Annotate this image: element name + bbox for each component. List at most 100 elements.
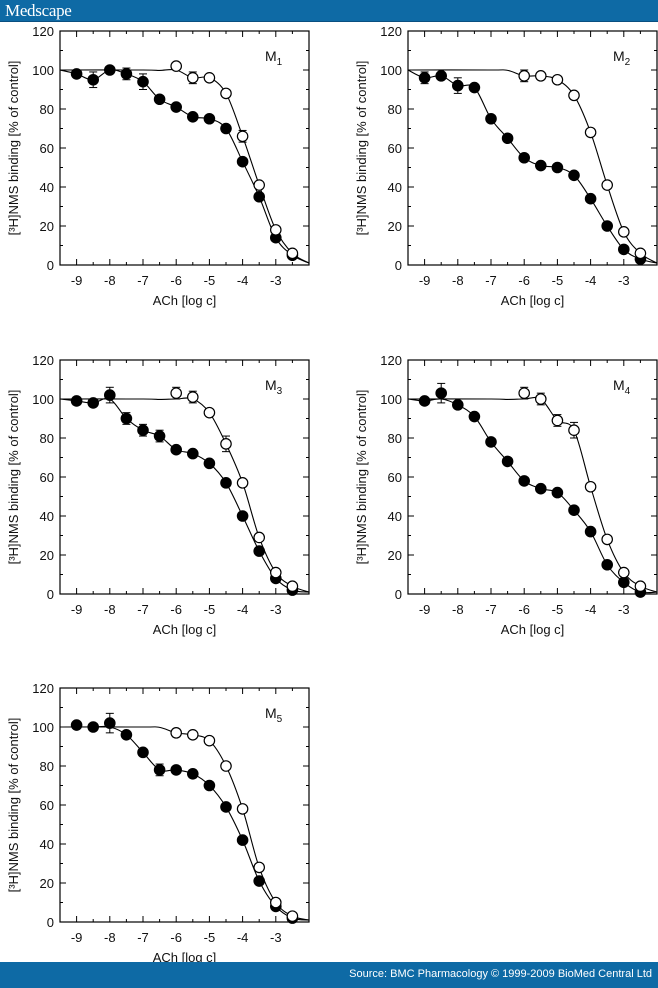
- data-point-open: [187, 391, 199, 403]
- fit-curve-filled: [408, 398, 657, 594]
- x-tick-label: -3: [270, 930, 282, 945]
- data-point-filled: [187, 111, 199, 123]
- fit-curve-filled: [60, 397, 309, 593]
- x-tick-label: -9: [419, 602, 431, 617]
- data-point-filled: [187, 767, 199, 780]
- data-point-filled: [87, 721, 99, 733]
- y-tick-label: 0: [395, 258, 402, 273]
- y-tick-label: 20: [388, 548, 402, 563]
- x-axis-label: ACh [log c]: [153, 950, 217, 965]
- data-point-open: [220, 87, 232, 100]
- data-point-open: [286, 580, 299, 592]
- data-point-filled: [153, 93, 166, 106]
- data-point-filled: [170, 101, 182, 113]
- data-point-open: [534, 393, 547, 405]
- medscape-logo: Medscape: [5, 1, 72, 20]
- x-tick-label: -6: [170, 930, 182, 945]
- data-point-filled: [617, 576, 630, 589]
- data-point-filled: [104, 64, 116, 76]
- x-tick-label: -9: [419, 273, 431, 288]
- fit-curve-filled: [408, 69, 657, 264]
- data-point-filled: [451, 79, 464, 92]
- data-point-filled: [187, 447, 199, 460]
- data-point-open: [187, 72, 199, 84]
- y-tick-label: 100: [32, 720, 54, 735]
- subtype-letter: M: [265, 705, 277, 721]
- data-point-filled: [253, 190, 266, 203]
- y-axis-label: [³H]NMS binding [% of control]: [6, 61, 21, 236]
- data-point-filled: [617, 243, 630, 256]
- subtype-subscript: 1: [277, 57, 283, 68]
- panel-M5: -9 -8 -7 -6 -5 -4 -3 0 20 40 60 80 100 120 ACh [log c]…: [6, 681, 310, 965]
- data-point-filled: [236, 155, 249, 168]
- footer-bar: Source: BMC Pharmacology © 1999-2009 Bio…: [0, 962, 658, 988]
- x-tick-label: -4: [585, 273, 597, 288]
- data-point-filled: [137, 75, 149, 88]
- data-point-open: [286, 910, 299, 922]
- data-point-filled: [70, 68, 83, 80]
- data-point-filled: [220, 801, 232, 813]
- x-tick-label: -3: [618, 273, 630, 288]
- x-tick-label: -4: [237, 602, 249, 617]
- data-point-filled: [87, 73, 99, 86]
- data-point-filled: [468, 81, 481, 94]
- x-tick-label: -5: [552, 602, 564, 617]
- data-point-filled: [584, 192, 597, 205]
- x-tick-label: -7: [137, 930, 149, 945]
- y-tick-label: 100: [32, 392, 54, 407]
- data-point-open: [634, 580, 647, 592]
- data-point-filled: [534, 159, 547, 172]
- panel-M4: -9 -8 -7 -6 -5 -4 -3 0 20 40 60 80 100 120 ACh [log c]…: [354, 353, 658, 637]
- subtype-letter: M: [265, 377, 277, 393]
- x-tick-label: -4: [585, 602, 597, 617]
- y-tick-label: 40: [40, 837, 54, 852]
- y-tick-label: 120: [32, 24, 54, 39]
- data-point-open: [236, 477, 249, 489]
- data-point-open: [634, 247, 647, 260]
- fit-curve-open: [408, 396, 657, 593]
- y-tick-label: 100: [32, 63, 54, 78]
- y-tick-label: 0: [395, 587, 402, 602]
- data-point-open: [584, 126, 597, 139]
- fit-curve-filled: [60, 69, 309, 264]
- x-tick-label: -9: [71, 273, 83, 288]
- data-point-filled: [253, 545, 266, 557]
- y-tick-label: 40: [388, 180, 402, 195]
- y-tick-label: 60: [388, 470, 402, 485]
- data-point-open: [617, 226, 630, 238]
- data-point-filled: [220, 477, 232, 489]
- y-tick-label: 0: [47, 915, 54, 930]
- fit-curve-filled: [60, 725, 309, 921]
- x-tick-label: -8: [104, 930, 116, 945]
- subtype-label: M1: [265, 48, 283, 68]
- subtype-label: M4: [613, 377, 631, 397]
- x-tick-label: -3: [618, 602, 630, 617]
- data-point-open: [551, 73, 564, 86]
- subtype-letter: M: [613, 377, 625, 393]
- data-point-filled: [551, 486, 564, 499]
- x-tick-label: -4: [237, 930, 249, 945]
- data-point-filled: [120, 728, 133, 741]
- x-tick-label: -5: [204, 273, 216, 288]
- data-point-open: [236, 803, 249, 815]
- y-tick-label: 80: [388, 431, 402, 446]
- y-tick-label: 60: [388, 141, 402, 156]
- data-point-open: [253, 179, 266, 191]
- y-tick-label: 0: [47, 258, 54, 273]
- data-point-open: [187, 728, 199, 741]
- fit-curve-open: [60, 726, 309, 921]
- data-point-filled: [485, 436, 497, 448]
- data-point-open: [203, 72, 216, 84]
- y-axis-label: [³H]NMS binding [% of control]: [354, 390, 369, 565]
- data-point-filled: [203, 457, 216, 470]
- data-point-filled: [120, 68, 133, 80]
- data-point-open: [220, 438, 232, 450]
- subtype-label: M3: [265, 377, 283, 397]
- y-tick-label: 100: [380, 392, 402, 407]
- data-point-filled: [435, 387, 447, 399]
- panel-M1: -9 -8 -7 -6 -5 -4 -3 0 20 40 60 80 100 120 ACh [log c]…: [6, 24, 310, 308]
- data-point-open: [269, 896, 282, 909]
- x-tick-label: -7: [137, 602, 149, 617]
- data-point-open: [253, 861, 266, 874]
